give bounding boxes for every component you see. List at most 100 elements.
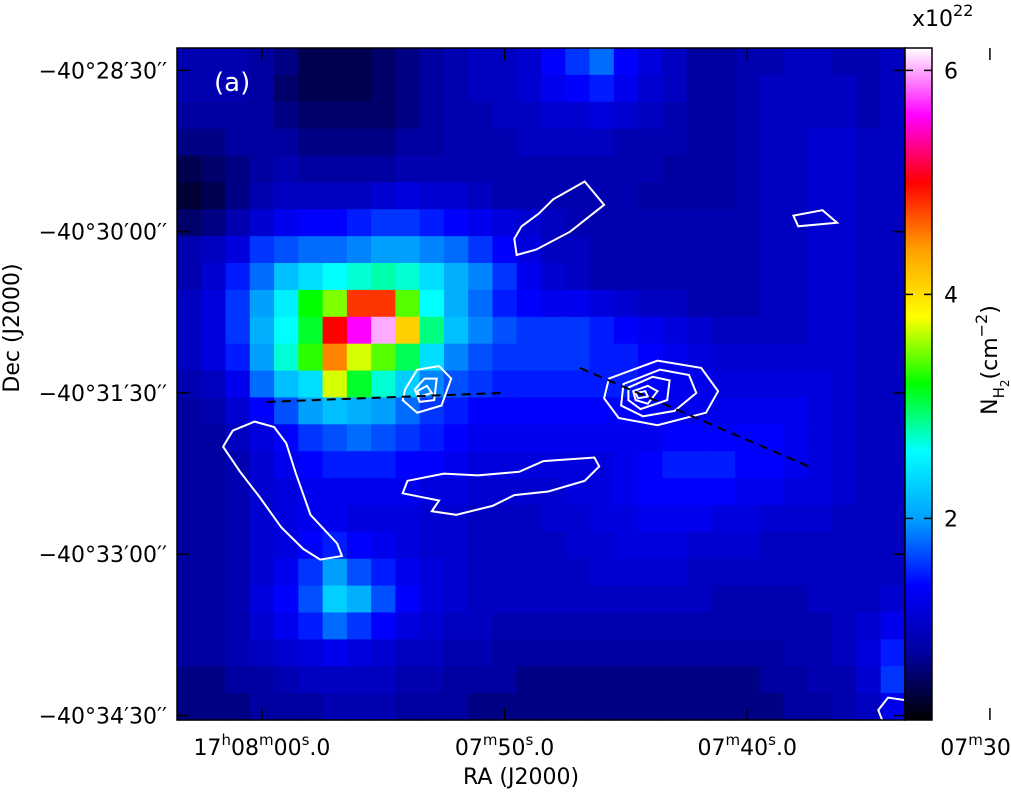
heatmap-cell [322, 209, 348, 237]
heatmap-cell [298, 343, 324, 372]
heatmap-cell [710, 612, 736, 640]
heatmap-cell [613, 585, 639, 614]
heatmap-cell [468, 639, 494, 667]
heatmap-cell [177, 397, 202, 425]
heatmap-cell [177, 424, 202, 452]
y-tick-label: −40°31′30′′ [39, 382, 167, 407]
heatmap-cell [613, 101, 639, 130]
heatmap-cell [832, 74, 858, 103]
heatmap-cell [225, 101, 251, 130]
y-axis-ticks: −40°28′30′′ −40°30′00′′ −40°31′30′′ −40°33′… [39, 59, 905, 730]
heatmap-cell [443, 397, 469, 425]
heatmap-cell [735, 639, 760, 667]
x-tick-s: s [768, 731, 776, 749]
contour-clump-2 [513, 180, 606, 257]
heatmap-cell [468, 289, 494, 318]
dashed-line-cut-2 [579, 366, 814, 470]
heatmap-cell [565, 585, 591, 614]
heatmap-cell [371, 289, 396, 318]
heatmap-cell [516, 343, 542, 372]
heatmap-cell [371, 478, 396, 506]
heatmap-cell [638, 612, 663, 640]
heatmap-cell [565, 558, 591, 587]
heatmap-cell [880, 236, 906, 264]
heatmap-cell [807, 666, 833, 694]
heatmap-cell [492, 424, 518, 452]
heatmap-cell [686, 558, 712, 587]
colorbar-tick-label: 4 [944, 283, 958, 308]
heatmap-cell [856, 209, 882, 237]
colorbar-multiplier: x1022 [912, 1, 973, 32]
heatmap-cell [322, 289, 348, 318]
heatmap-cell [225, 558, 251, 587]
x-tick-s: s [302, 731, 310, 749]
heatmap-cell [832, 182, 858, 210]
heatmap-cell [759, 666, 785, 694]
heatmap-cell [710, 48, 736, 76]
panel-label: (a) [214, 68, 250, 98]
heatmap-cell [856, 693, 882, 721]
heatmap-cell [807, 397, 833, 425]
heatmap-cell [298, 666, 324, 694]
heatmap-cell [735, 209, 760, 237]
heatmap-cell [807, 155, 833, 183]
heatmap-cell [249, 370, 275, 399]
heatmap-cell [443, 343, 469, 372]
heatmap-cell [783, 263, 809, 291]
heatmap-cell [662, 478, 688, 506]
heatmap-cell [322, 424, 348, 452]
heatmap-cell [832, 424, 858, 452]
heatmap-cell [419, 424, 445, 452]
heatmap-cell [589, 263, 615, 291]
heatmap-cell [516, 585, 542, 614]
heatmap-cell [516, 316, 542, 345]
heatmap-cell [249, 639, 275, 667]
heatmap-cell [589, 612, 615, 640]
heatmap-cell [759, 263, 785, 291]
heatmap-cell [807, 128, 833, 157]
heatmap-cell [225, 612, 251, 640]
heatmap-cell [492, 639, 518, 667]
heatmap-cell [346, 101, 372, 130]
x-tick-label: 07m50s.0 [455, 731, 554, 761]
heatmap-cell [225, 370, 251, 399]
heatmap-cell [443, 48, 469, 76]
heatmap-cell [686, 289, 712, 318]
heatmap-cell [468, 531, 494, 560]
heatmap-cell [589, 424, 615, 452]
heatmap-cell [783, 289, 809, 318]
heatmap-cell [832, 236, 858, 264]
heatmap-cell [201, 101, 227, 130]
contour-clump-3 [791, 209, 840, 228]
heatmap-cell [346, 666, 372, 694]
heatmap-cell [201, 209, 227, 237]
heatmap-cell [201, 263, 227, 291]
heatmap-cell [298, 693, 324, 721]
colorbar-label-subsub: 2 [998, 379, 1011, 387]
heatmap-cell [759, 585, 785, 614]
heatmap-cell [201, 585, 227, 614]
heatmap-cell [807, 451, 833, 479]
heatmap-cell [492, 209, 518, 237]
heatmap-cell [565, 316, 591, 345]
x-tick-m: m [726, 731, 741, 749]
heatmap-cell [565, 48, 591, 76]
heatmap-cell [225, 155, 251, 183]
heatmap-cell [832, 343, 858, 372]
heatmap-cell [177, 155, 202, 183]
heatmap-cell [516, 128, 542, 157]
contour-clump-1 [415, 384, 434, 398]
heatmap-cell [322, 48, 348, 76]
heatmap-cell [443, 155, 469, 183]
heatmap-cell [613, 504, 639, 533]
heatmap-cell [613, 424, 639, 452]
heatmap-cell [201, 289, 227, 318]
heatmap-cell [589, 370, 615, 399]
heatmap-cell [298, 236, 324, 264]
heatmap-cell [783, 343, 809, 372]
heatmap-cell [371, 666, 396, 694]
heatmap-cell [880, 612, 906, 640]
heatmap-cell [880, 693, 906, 721]
heatmap-cell [298, 101, 324, 130]
